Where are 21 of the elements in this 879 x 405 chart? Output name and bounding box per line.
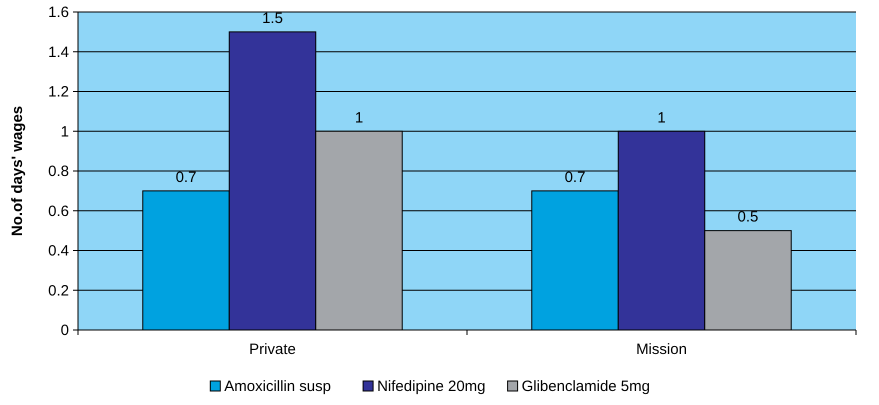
data-label: 1 [657,109,666,126]
data-label: 0.7 [564,168,586,186]
y-tick-label: 0.2 [48,282,69,300]
legend-label: Nifedipine 20mg [377,378,486,395]
y-tick-label: 0.4 [48,242,69,260]
y-tick-label: 0.8 [48,163,69,180]
data-label: 0.5 [738,208,758,226]
y-tick-label: 0.6 [48,202,69,220]
legend-label: Glibenclamide 5mg [522,378,650,395]
data-label: 1.5 [262,10,283,27]
x-tick-label: Private [249,341,296,358]
x-tick-label: Mission [636,341,687,358]
legend-label: Amoxicillin susp [224,378,332,395]
data-label: 0.7 [176,168,196,186]
y-tick-label: 0 [60,322,69,339]
data-label: 1 [354,109,364,126]
y-tick-label: 1.4 [48,44,69,61]
y-tick-label: 1.2 [48,84,69,100]
y-tick-label: 1.6 [48,4,69,21]
y-tick-label: 1 [60,123,69,140]
y-axis-title: No.of days' wages [9,106,26,236]
